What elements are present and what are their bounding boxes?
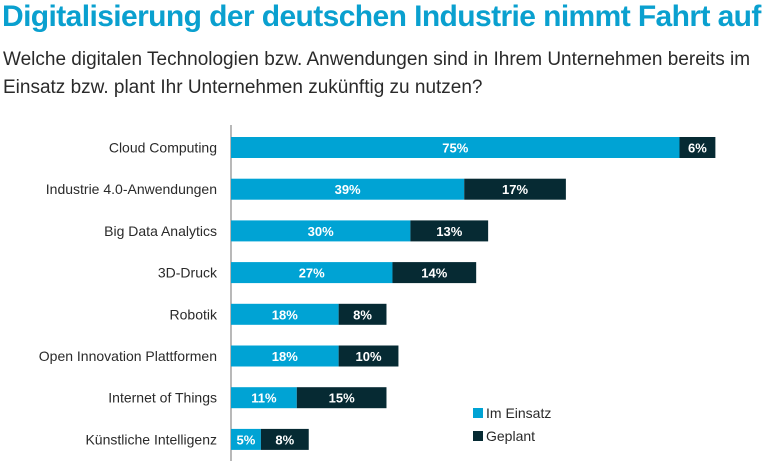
bar-geplant bbox=[679, 137, 716, 158]
data-label: 8% bbox=[353, 307, 372, 322]
data-label: 39% bbox=[335, 182, 361, 197]
bar-geplant bbox=[296, 387, 387, 409]
chart-title: Digitalisierung der deutschen Industrie … bbox=[2, 0, 761, 33]
legend-swatch bbox=[473, 408, 483, 418]
bar-im-einsatz bbox=[231, 345, 339, 367]
category-label: 3D-Druck bbox=[158, 265, 218, 281]
bar-im-einsatz bbox=[231, 137, 680, 158]
bar-im-einsatz bbox=[231, 178, 465, 200]
data-label: 75% bbox=[442, 141, 468, 156]
bar-geplant bbox=[464, 178, 566, 200]
legend-label: Im Einsatz bbox=[486, 405, 551, 421]
bar-im-einsatz bbox=[231, 262, 393, 284]
data-label: 15% bbox=[329, 391, 355, 406]
category-label: Künstliche Intelligenz bbox=[85, 431, 217, 447]
bar-im-einsatz bbox=[231, 303, 339, 325]
category-label: Big Data Analytics bbox=[104, 223, 217, 239]
bar-im-einsatz bbox=[231, 428, 261, 450]
category-label: Industrie 4.0-Anwendungen bbox=[46, 181, 217, 197]
data-label: 13% bbox=[436, 224, 462, 239]
legend-swatch bbox=[473, 431, 483, 441]
category-label: Cloud Computing bbox=[109, 140, 217, 156]
bar-im-einsatz bbox=[231, 387, 297, 409]
bar-geplant bbox=[260, 428, 309, 450]
bar-im-einsatz bbox=[231, 220, 411, 242]
bar-geplant bbox=[410, 220, 489, 242]
data-label: 27% bbox=[299, 266, 325, 281]
bar-geplant bbox=[338, 345, 399, 367]
category-label: Robotik bbox=[170, 306, 218, 322]
category-label: Internet of Things bbox=[108, 390, 217, 406]
data-label: 30% bbox=[308, 224, 334, 239]
data-label: 11% bbox=[251, 391, 277, 406]
category-label: Open Innovation Plattformen bbox=[39, 348, 217, 364]
data-label: 17% bbox=[502, 182, 528, 197]
data-label: 6% bbox=[688, 141, 707, 156]
data-label: 10% bbox=[356, 349, 382, 364]
data-label: 18% bbox=[272, 307, 298, 322]
data-label: 8% bbox=[275, 432, 294, 447]
bar-geplant bbox=[392, 262, 477, 284]
data-label: 14% bbox=[421, 266, 447, 281]
legend-label: Geplant bbox=[486, 428, 535, 444]
bar-geplant bbox=[338, 303, 387, 325]
chart-subtitle: Welche digitalen Technologien bzw. Anwen… bbox=[3, 49, 751, 98]
data-label: 18% bbox=[272, 349, 298, 364]
data-label: 5% bbox=[237, 432, 256, 447]
